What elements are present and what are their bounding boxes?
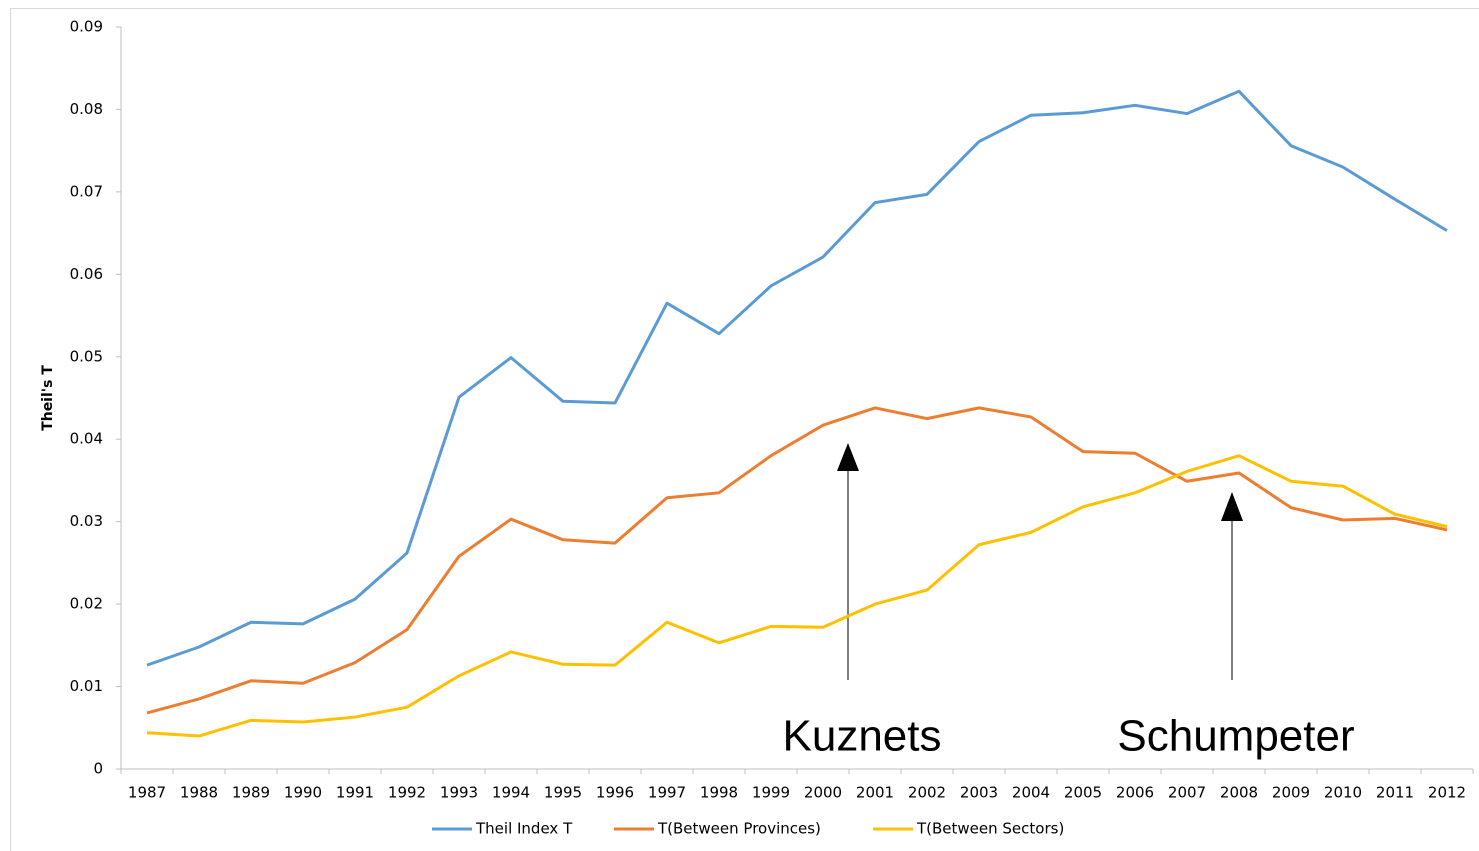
series-line	[146, 406, 1448, 715]
x-tick-label: 1999	[752, 784, 790, 802]
x-tick-label: 2011	[1376, 784, 1414, 802]
x-tick-label: 2004	[1012, 784, 1050, 802]
y-tick-label: 0.07	[70, 182, 103, 200]
y-tick-label: 0.08	[70, 100, 103, 118]
annotation: Schumpeter	[1117, 712, 1354, 761]
x-tick-label: 1994	[492, 784, 530, 802]
x-tick-label: 2006	[1116, 784, 1154, 802]
x-tick-label: 1993	[440, 784, 478, 802]
series-line	[146, 454, 1448, 738]
x-tick-label: 1989	[232, 784, 270, 802]
series-line	[146, 89, 1448, 667]
arrow-head	[1221, 492, 1243, 521]
y-tick-label: 0.01	[70, 677, 103, 695]
x-tick-label: 2001	[856, 784, 894, 802]
y-tick-label: 0.02	[70, 595, 103, 613]
y-tick-label: 0.06	[70, 265, 103, 283]
annotation: Kuznets	[783, 712, 942, 761]
arrow-head	[837, 443, 859, 471]
x-tick-label: 2009	[1272, 784, 1310, 802]
x-tick-label: 2003	[960, 784, 998, 802]
x-tick-label: 1990	[284, 784, 322, 802]
y-tick-label: 0.03	[70, 512, 103, 530]
x-tick-label: 1988	[180, 784, 218, 802]
x-tick-label: 2012	[1428, 784, 1466, 802]
x-tick-label: 1996	[596, 784, 634, 802]
chart-frame	[10, 8, 1479, 851]
x-tick-label: 1997	[648, 784, 686, 802]
x-tick-label: 1992	[388, 784, 426, 802]
legend-label: T(Between Provinces)	[657, 820, 821, 838]
y-tick-label: 0.09	[70, 18, 103, 36]
y-tick-label: 0	[93, 760, 103, 778]
x-tick-label: 1995	[544, 784, 582, 802]
x-tick-label: 2000	[804, 784, 842, 802]
legend-label: T(Between Sectors)	[916, 820, 1064, 838]
y-tick-label: 0.04	[70, 430, 103, 448]
x-tick-label: 2002	[908, 784, 946, 802]
x-tick-label: 2005	[1064, 784, 1102, 802]
x-tick-label: 1998	[700, 784, 738, 802]
x-tick-label: 2010	[1324, 784, 1362, 802]
x-tick-label: 2008	[1220, 784, 1258, 802]
x-tick-label: 2007	[1168, 784, 1206, 802]
legend-label: Theil Index T	[475, 820, 573, 838]
y-tick-label: 0.05	[70, 347, 103, 365]
x-tick-label: 1991	[336, 784, 374, 802]
y-axis-title: Theil's T	[40, 365, 56, 431]
x-tick-label: 1987	[128, 784, 166, 802]
